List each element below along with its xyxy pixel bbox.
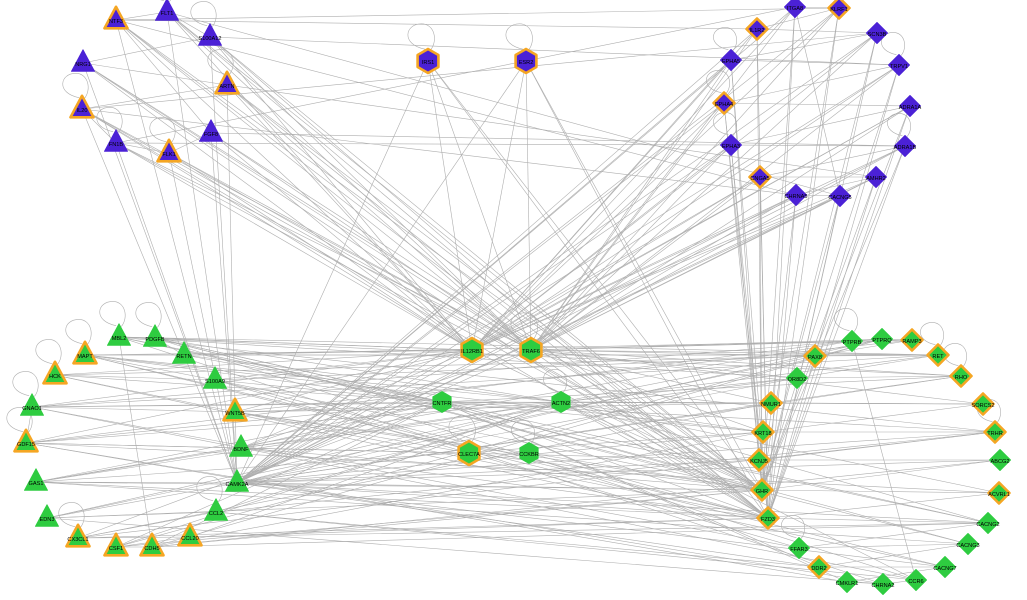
svg-text:GHR: GHR xyxy=(756,489,768,495)
svg-text:PDGFB: PDGFB xyxy=(145,337,165,343)
svg-text:CNGA5: CNGA5 xyxy=(750,176,769,182)
svg-text:TRHR: TRHR xyxy=(987,431,1003,437)
svg-text:OR8D2: OR8D2 xyxy=(788,377,807,383)
svg-text:ACTN2: ACTN2 xyxy=(552,401,570,407)
svg-text:WNT5B: WNT5B xyxy=(225,411,245,417)
svg-text:SCN3B: SCN3B xyxy=(868,32,887,38)
svg-text:CNTFR: CNTFR xyxy=(433,401,452,407)
svg-text:IRS1: IRS1 xyxy=(422,60,434,66)
svg-text:FLK1: FLK1 xyxy=(162,152,175,158)
svg-text:ABCG2: ABCG2 xyxy=(991,459,1010,465)
svg-text:GAS1: GAS1 xyxy=(29,481,44,487)
svg-text:CACNG2: CACNG2 xyxy=(976,522,999,528)
svg-text:DDR2: DDR2 xyxy=(811,566,826,572)
svg-text:FGF8: FGF8 xyxy=(204,132,218,138)
svg-text:FN1B: FN1B xyxy=(109,142,124,148)
svg-text:RETN: RETN xyxy=(176,354,191,360)
svg-text:CAMK2A: CAMK2A xyxy=(225,482,248,488)
svg-text:ESR2: ESR2 xyxy=(519,60,534,66)
svg-text:S100A12: S100A12 xyxy=(198,36,221,42)
svg-text:NMUR1: NMUR1 xyxy=(761,402,781,408)
svg-text:CHRNA5: CHRNA5 xyxy=(784,194,807,200)
svg-text:FZD3: FZD3 xyxy=(761,517,775,523)
svg-text:NTF3: NTF3 xyxy=(109,19,123,25)
svg-text:MAPT: MAPT xyxy=(77,354,93,360)
svg-text:IL20: IL20 xyxy=(77,108,88,114)
svg-text:TRAF6: TRAF6 xyxy=(522,349,540,355)
svg-text:HCK: HCK xyxy=(49,374,61,380)
svg-text:KRT18: KRT18 xyxy=(754,431,771,437)
svg-text:CACNG3: CACNG3 xyxy=(956,543,979,549)
svg-text:FFAR3: FFAR3 xyxy=(790,547,807,553)
svg-text:SORCS2: SORCS2 xyxy=(971,403,994,409)
svg-text:FLT1: FLT1 xyxy=(161,11,174,17)
svg-text:PTPRQ: PTPRQ xyxy=(872,338,892,344)
svg-text:CACNG5: CACNG5 xyxy=(828,195,851,201)
svg-text:S100A9: S100A9 xyxy=(205,379,225,385)
svg-text:ARTN: ARTN xyxy=(219,84,234,90)
svg-text:CCL20: CCL20 xyxy=(181,536,198,542)
svg-text:EDN3: EDN3 xyxy=(40,517,55,523)
svg-text:ITGA8: ITGA8 xyxy=(787,6,803,12)
svg-text:CMKLR1: CMKLR1 xyxy=(836,581,859,587)
svg-text:EPHA3: EPHA3 xyxy=(722,144,740,150)
svg-text:GNAO1: GNAO1 xyxy=(22,406,42,412)
svg-text:BDNF: BDNF xyxy=(233,447,249,453)
svg-text:GDF15: GDF15 xyxy=(17,442,35,448)
svg-text:RAMP3: RAMP3 xyxy=(902,339,921,345)
svg-text:RHO: RHO xyxy=(955,375,968,381)
svg-text:RET: RET xyxy=(932,354,944,360)
svg-text:KCNJ5: KCNJ5 xyxy=(750,459,768,465)
svg-text:CDH5: CDH5 xyxy=(144,546,159,552)
svg-text:TRPV1: TRPV1 xyxy=(890,64,908,70)
svg-text:CHRNA2: CHRNA2 xyxy=(871,583,894,589)
svg-text:IL12RB1: IL12RB1 xyxy=(461,349,483,355)
svg-text:KLRF1: KLRF1 xyxy=(830,7,847,13)
svg-text:AMHR2: AMHR2 xyxy=(866,176,886,182)
svg-text:EPHA5: EPHA5 xyxy=(722,59,740,65)
svg-text:PAX8: PAX8 xyxy=(808,355,822,361)
svg-text:CACNG7: CACNG7 xyxy=(933,566,956,572)
svg-text:CCL2: CCL2 xyxy=(209,511,223,517)
svg-text:ACVRL1: ACVRL1 xyxy=(988,492,1010,498)
svg-text:ADRA1A: ADRA1A xyxy=(899,105,922,111)
svg-text:MBL2: MBL2 xyxy=(112,336,127,342)
svg-text:CLEC7A: CLEC7A xyxy=(458,452,480,458)
svg-text:CCR6: CCR6 xyxy=(908,579,923,585)
svg-text:IL1R2: IL1R2 xyxy=(750,28,765,34)
svg-text:CSF1: CSF1 xyxy=(109,546,123,552)
svg-text:CCKBR: CCKBR xyxy=(519,452,539,458)
svg-text:CX3CL1: CX3CL1 xyxy=(67,537,88,543)
svg-text:ADRA1B: ADRA1B xyxy=(894,145,917,151)
svg-text:NRG1: NRG1 xyxy=(75,62,91,68)
svg-text:EPHA4: EPHA4 xyxy=(715,102,733,108)
svg-text:PTPRB: PTPRB xyxy=(843,340,862,346)
